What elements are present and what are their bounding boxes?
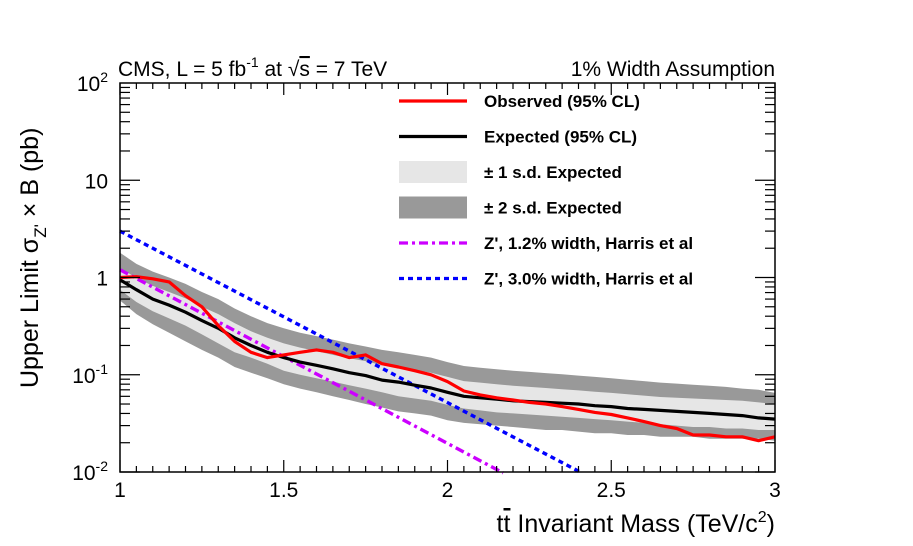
legend-label-z-3-0-width-harris-et-al: Z', 3.0% width, Harris et al xyxy=(484,270,693,289)
legend-label-observed-95-cl: Observed (95% CL) xyxy=(484,92,640,111)
legend-label-1-s-d-expected: ± 1 s.d. Expected xyxy=(484,163,622,182)
x-tick-label: 2 xyxy=(442,479,454,502)
header-left: CMS, L = 5 fb-1 at √s = 7 TeV xyxy=(118,54,387,81)
header-left-tail-b: = 7 TeV xyxy=(310,58,387,81)
header-sqrt-sign: √ xyxy=(288,58,300,81)
header-left-tail-a: at xyxy=(259,58,288,81)
line-observed-95-cl xyxy=(119,275,776,443)
header-lumi-exponent: -1 xyxy=(246,54,259,70)
y-axis-label-sub: Z' xyxy=(31,224,50,238)
x-tick-label: 1.5 xyxy=(269,479,298,502)
x-axis-label: tt Invariant Mass (TeV/c2) xyxy=(497,509,775,538)
legend-label-2-s-d-expected: ± 2 s.d. Expected xyxy=(484,199,622,218)
y-axis-label: Upper Limit σZ' × B (pb) xyxy=(16,128,50,388)
x-axis-label-rest: Invariant Mass (TeV/c xyxy=(510,510,757,538)
legend-label-z-1-2-width-harris-et-al: Z', 1.2% width, Harris et al xyxy=(484,234,693,253)
y-axis-label-rest: × B (pb) xyxy=(16,128,44,225)
curves xyxy=(119,229,776,475)
axis-ticks: 1 1.5 2 2.5 3 102 10 1 10-1 10-2 xyxy=(72,69,781,502)
y-tick-label: 10-2 xyxy=(72,458,108,485)
x-axis-label-t: t xyxy=(497,510,504,538)
header-left-text: CMS, L = 5 fb xyxy=(118,58,246,81)
legend-swatch-2-s-d-expected xyxy=(399,196,467,219)
legend-swatch-1-s-d-expected xyxy=(399,161,467,183)
header-sqrt-arg: s xyxy=(299,58,310,81)
x-tick-label: 1 xyxy=(114,479,126,502)
x-axis-label-tbar: t xyxy=(504,510,511,538)
x-tick-label: 2.5 xyxy=(597,479,626,502)
line-z-3-0-width-harris-et-al xyxy=(119,229,583,475)
y-tick-label: 1 xyxy=(96,268,108,291)
header-right: 1% Width Assumption xyxy=(571,58,775,81)
x-axis-label-exp: 2 xyxy=(758,509,767,526)
legend-label-expected-95-cl: Expected (95% CL) xyxy=(484,128,637,147)
x-tick-label: 3 xyxy=(769,479,781,502)
legend: Observed (95% CL) Expected (95% CL) ± 1 s.… xyxy=(399,92,693,289)
x-axis-label-close: ) xyxy=(767,510,775,538)
line-z-1-2-width-harris-et-al xyxy=(119,268,504,475)
y-axis-label-main: Upper Limit σ xyxy=(16,237,44,388)
y-tick-label: 10 xyxy=(85,170,108,193)
y-tick-label: 102 xyxy=(77,69,108,96)
y-tick-label: 10-1 xyxy=(72,361,108,388)
